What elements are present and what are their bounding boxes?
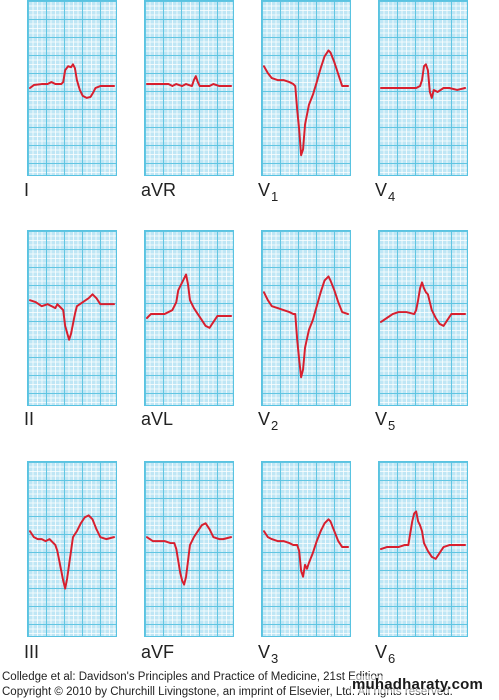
lead-label-text: V (375, 409, 388, 429)
ecg-trace-v5 (379, 281, 467, 327)
lead-label-text: V (258, 180, 271, 200)
lead-label-i: I (24, 181, 29, 199)
lead-label-text: I (24, 180, 30, 200)
ecg-panel-v3 (261, 461, 351, 637)
lead-label-text: II (24, 409, 35, 429)
lead-label-text: V (375, 642, 388, 662)
lead-label-text: V (375, 180, 388, 200)
ecg-trace-v1 (262, 49, 350, 157)
lead-label-v3: V3 (258, 642, 278, 665)
ecg-trace-v4 (379, 63, 467, 99)
lead-label-subscript: 4 (388, 189, 396, 204)
ecg-trace-v2 (262, 275, 350, 379)
ecg-panel-avl (144, 230, 234, 406)
lead-label-avf: aVF (141, 643, 174, 661)
caption-line-1: Colledge et al: Davidson's Principles an… (2, 671, 384, 683)
ecg-trace-avl (145, 273, 233, 329)
lead-label-v4: V4 (375, 180, 395, 203)
ecg-panel-v6 (378, 461, 468, 637)
ecg-panel-v5 (378, 230, 468, 406)
lead-label-avl: aVL (141, 410, 173, 428)
lead-label-text: V (258, 642, 271, 662)
ecg-trace-i (28, 63, 116, 99)
ecg-trace-v6 (379, 510, 467, 560)
lead-label-text: V (258, 409, 271, 429)
lead-label-v1: V1 (258, 180, 278, 203)
lead-label-text: III (24, 642, 40, 662)
ecg-panel-i (27, 0, 117, 176)
caption-line-2: Copyright © 2010 by Churchill Livingston… (2, 686, 453, 698)
ecg-panel-ii (27, 230, 117, 406)
lead-label-v6: V6 (375, 642, 395, 665)
ecg-panel-avr (144, 0, 234, 176)
ecg-trace-iii (28, 514, 116, 590)
lead-label-subscript: 2 (271, 418, 279, 433)
lead-label-text: aVF (141, 642, 175, 662)
lead-label-subscript: 3 (271, 651, 279, 666)
lead-label-avr: aVR (141, 181, 176, 199)
ecg-panel-v2 (261, 230, 351, 406)
lead-label-subscript: 6 (388, 651, 396, 666)
watermark-logo: muhadharaty.com (350, 676, 486, 693)
ecg-trace-ii (28, 293, 116, 341)
ecg-panel-avf (144, 461, 234, 637)
lead-label-v5: V5 (375, 409, 395, 432)
ecg-trace-avf (145, 522, 233, 586)
lead-label-subscript: 5 (388, 418, 396, 433)
ecg-panel-v1 (261, 0, 351, 176)
ecg-trace-avr (145, 75, 233, 88)
ecg-trace-v3 (262, 518, 350, 578)
ecg-panel-v4 (378, 0, 468, 176)
lead-label-text: aVL (141, 409, 174, 429)
ecg-panel-iii (27, 461, 117, 637)
lead-label-iii: III (24, 643, 39, 661)
lead-label-v2: V2 (258, 409, 278, 432)
lead-label-text: aVR (141, 180, 177, 200)
lead-label-ii: II (24, 410, 34, 428)
lead-label-subscript: 1 (271, 189, 279, 204)
